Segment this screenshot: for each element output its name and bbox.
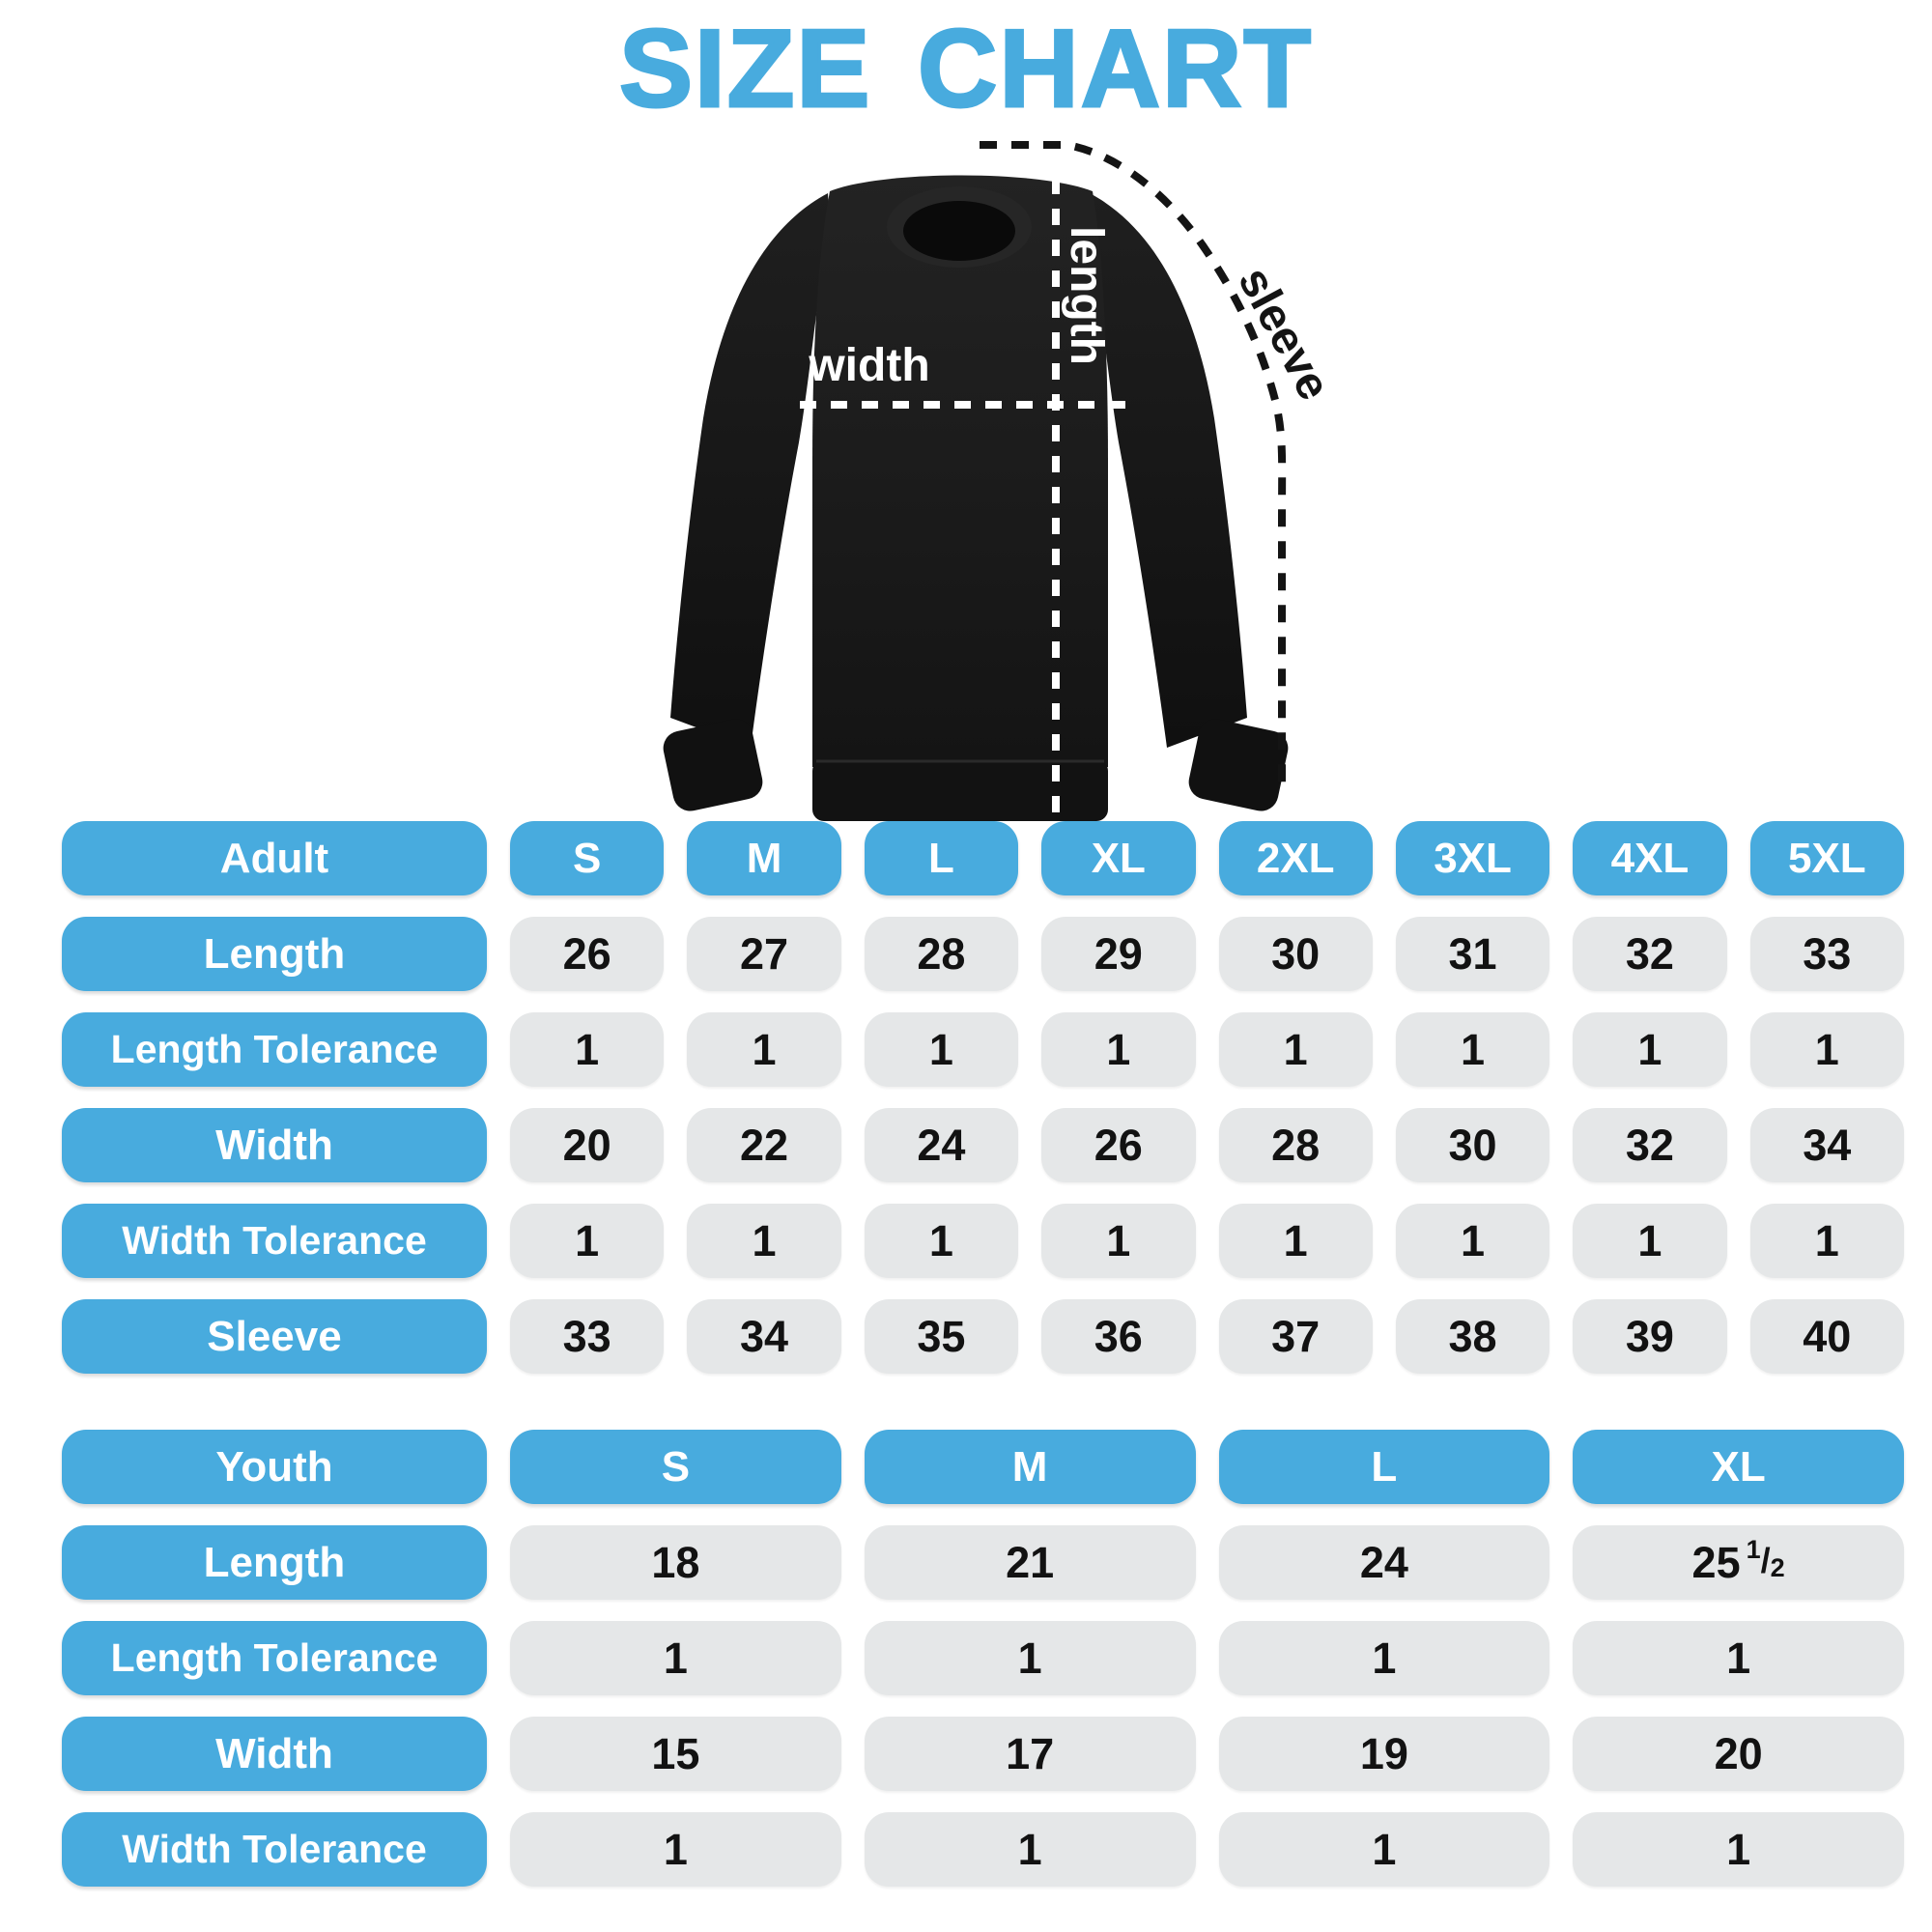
size-value-cell: 1 — [1573, 1204, 1727, 1278]
page-title: SIZE CHART — [618, 7, 1313, 132]
size-value-cell: 36 — [1041, 1299, 1196, 1374]
size-value-cell: 21 — [864, 1525, 1196, 1600]
sweatshirt-diagram: width length sleeve — [662, 133, 1343, 824]
size-column-header: XL — [1041, 821, 1196, 895]
size-value-cell: 15 — [510, 1717, 841, 1791]
size-value-cell: 18 — [510, 1525, 841, 1600]
size-column-header: S — [510, 821, 665, 895]
size-value-cell: 1 — [1573, 1812, 1904, 1887]
size-value-cell: 20 — [510, 1108, 665, 1182]
size-value-cell: 34 — [1749, 1108, 1904, 1182]
size-value-cell: 32 — [1573, 917, 1727, 991]
size-value-cell: 1 — [1041, 1012, 1196, 1087]
size-value-cell: 1 — [510, 1012, 665, 1087]
table-group-header: Adult — [62, 821, 487, 895]
size-value-cell: 28 — [864, 917, 1019, 991]
size-value-cell: 1 — [1749, 1204, 1904, 1278]
adult-size-table: Adult S M L XL 2XL 3XL 4XL 5XL Length 26 27 28 29 30 31… — [62, 821, 1904, 1374]
size-column-header: S — [510, 1430, 841, 1504]
size-value-cell: 1 — [864, 1204, 1019, 1278]
size-value-cell: 1 — [1041, 1204, 1196, 1278]
size-value-cell: 1 — [1218, 1621, 1550, 1695]
size-value-cell: 34 — [687, 1299, 841, 1374]
size-value-cell: 1 — [1218, 1204, 1373, 1278]
size-column-header: 4XL — [1573, 821, 1727, 895]
sleeve-label: sleeve — [1228, 259, 1340, 409]
size-value-cell: 1 — [1395, 1012, 1550, 1087]
size-value-cell: 33 — [1749, 917, 1904, 991]
size-value-cell: 31 — [1395, 917, 1550, 991]
youth-size-table: Youth S M L XL Length 18 21 24 25 1/2 Length Tolera… — [62, 1430, 1904, 1887]
size-value-cell: 38 — [1395, 1299, 1550, 1374]
size-value-cell: 17 — [864, 1717, 1196, 1791]
size-column-header: M — [687, 821, 841, 895]
size-column-header: 5XL — [1749, 821, 1904, 895]
size-value-cell: 1 — [864, 1012, 1019, 1087]
size-value-cell: 1 — [510, 1621, 841, 1695]
size-value-cell: 1 — [1749, 1012, 1904, 1087]
row-label: Width — [62, 1717, 487, 1791]
right-sleeve — [1088, 193, 1247, 748]
size-column-header: 2XL — [1218, 821, 1373, 895]
size-value-cell: 40 — [1749, 1299, 1904, 1374]
row-label: Length — [62, 917, 487, 991]
size-value-cell: 1 — [1218, 1812, 1550, 1887]
size-value-cell: 25 1/2 — [1573, 1525, 1904, 1600]
size-value-cell: 27 — [687, 917, 841, 991]
size-value-cell: 22 — [687, 1108, 841, 1182]
size-column-header: 3XL — [1395, 821, 1550, 895]
size-value-cell: 39 — [1573, 1299, 1727, 1374]
size-value-cell: 19 — [1218, 1717, 1550, 1791]
size-value-cell: 35 — [864, 1299, 1019, 1374]
sweatshirt-image: width length sleeve — [663, 141, 1340, 821]
torso — [812, 175, 1108, 767]
size-column-header: XL — [1573, 1430, 1904, 1504]
table-group-header: Youth — [62, 1430, 487, 1504]
size-value-cell: 37 — [1218, 1299, 1373, 1374]
size-value-cell: 1 — [864, 1621, 1196, 1695]
size-value-cell: 33 — [510, 1299, 665, 1374]
size-column-header: L — [1218, 1430, 1550, 1504]
row-label: Width Tolerance — [62, 1204, 487, 1278]
row-label: Length Tolerance — [62, 1621, 487, 1695]
size-value-cell: 1 — [864, 1812, 1196, 1887]
size-value-cell: 26 — [1041, 1108, 1196, 1182]
size-value-cell: 1 — [687, 1012, 841, 1087]
size-value-cell: 1 — [1218, 1012, 1373, 1087]
row-label: Length — [62, 1525, 487, 1600]
size-column-header: L — [864, 821, 1019, 895]
row-label: Width Tolerance — [62, 1812, 487, 1887]
size-column-header: M — [864, 1430, 1196, 1504]
size-value-cell: 24 — [1218, 1525, 1550, 1600]
size-value-cell: 1 — [687, 1204, 841, 1278]
collar-opening — [903, 201, 1015, 261]
size-value-cell: 1 — [1573, 1012, 1727, 1087]
right-cuff — [1188, 719, 1289, 811]
hem-band — [812, 759, 1108, 821]
size-value-cell: 24 — [864, 1108, 1019, 1182]
size-value-cell: 26 — [510, 917, 665, 991]
size-value-cell: 30 — [1395, 1108, 1550, 1182]
left-cuff — [663, 719, 763, 811]
size-value-cell: 1 — [1395, 1204, 1550, 1278]
width-label: width — [808, 340, 929, 391]
size-value-cell: 32 — [1573, 1108, 1727, 1182]
size-value-cell: 20 — [1573, 1717, 1904, 1791]
row-label: Length Tolerance — [62, 1012, 487, 1087]
left-sleeve — [670, 193, 830, 748]
row-label: Sleeve — [62, 1299, 487, 1374]
row-label: Width — [62, 1108, 487, 1182]
size-value-cell: 30 — [1218, 917, 1373, 991]
size-value-cell: 1 — [510, 1812, 841, 1887]
size-value-cell: 1 — [1573, 1621, 1904, 1695]
size-value-cell: 29 — [1041, 917, 1196, 991]
length-label: length — [1061, 226, 1112, 365]
sleeve-line — [980, 141, 1287, 782]
size-value-cell: 1 — [510, 1204, 665, 1278]
size-value-cell: 28 — [1218, 1108, 1373, 1182]
